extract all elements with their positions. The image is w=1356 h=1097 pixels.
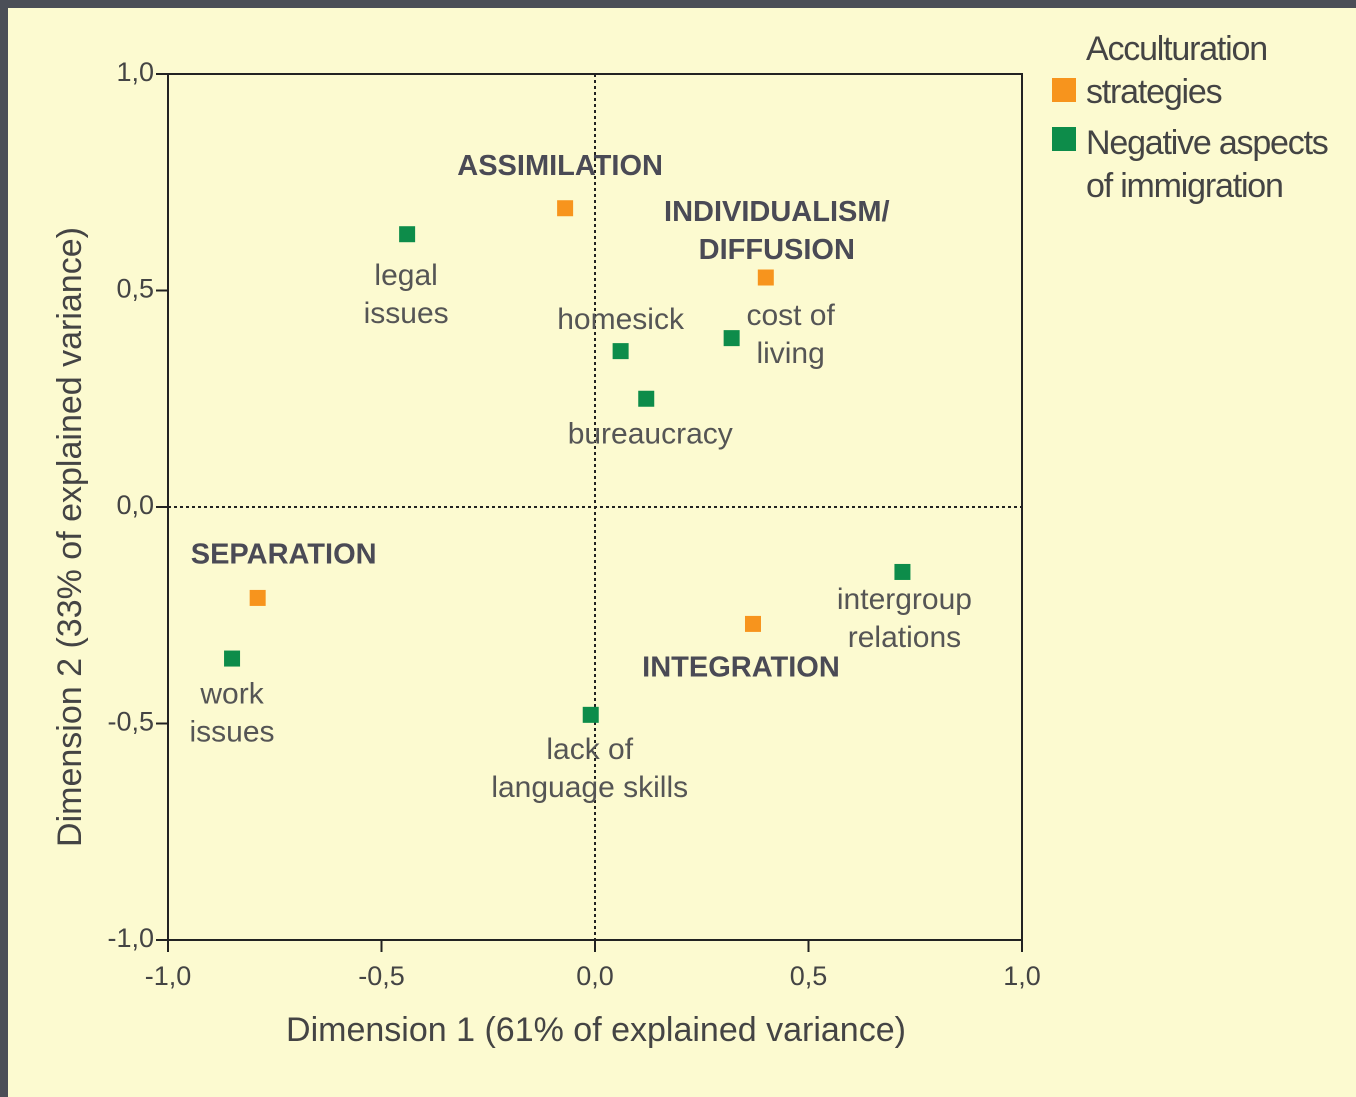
point-label: INDIVIDUALISM/ — [664, 196, 890, 228]
point-label: SEPARATION — [191, 539, 377, 571]
y-tick-label: 0,5 — [116, 274, 154, 304]
y-tick-label: -0,5 — [107, 707, 154, 737]
y-tick-label: -1,0 — [107, 923, 154, 953]
point — [723, 330, 740, 347]
legend-swatch — [1052, 127, 1076, 151]
point-label: issues — [364, 297, 449, 330]
y-axis-label: Dimension 2 (33% of explained variance) — [51, 227, 89, 847]
x-tick-label: -1,0 — [145, 961, 192, 991]
x-axis-label: Dimension 1 (61% of explained variance) — [286, 1011, 906, 1049]
chart-panel — [8, 8, 1356, 1097]
legend-label: Negative aspects of immigration — [1086, 124, 1329, 205]
x-tick-label: 1,0 — [1003, 961, 1041, 991]
point-label: cost of — [746, 299, 835, 332]
point-label: issues — [190, 715, 275, 748]
point-label: living — [756, 337, 824, 370]
point — [638, 390, 655, 407]
x-tick-label: 0,0 — [576, 961, 614, 991]
point-label: intergroup — [837, 583, 972, 616]
point-label: ASSIMILATION — [457, 150, 663, 182]
legend-label: Acculturation strategies — [1086, 30, 1268, 111]
point — [249, 589, 266, 606]
y-tick-label: 0,0 — [116, 490, 154, 520]
point-label: legal — [374, 259, 437, 292]
point — [399, 226, 416, 243]
plot-frame — [167, 73, 1023, 941]
legend-item: Acculturation strategies — [1052, 28, 1352, 114]
point — [557, 200, 574, 217]
point-label: work — [199, 677, 264, 710]
x-tick-label: 0,5 — [790, 961, 828, 991]
point — [582, 706, 599, 723]
point — [894, 563, 911, 580]
legend-item: Negative aspects of immigration — [1052, 122, 1352, 208]
point-label: language skills — [491, 771, 688, 804]
point-label: bureaucracy — [568, 418, 733, 451]
x-tick-label: -0,5 — [358, 961, 405, 991]
point-label: homesick — [557, 303, 685, 336]
point — [757, 269, 774, 286]
y-tick-label: 1,0 — [116, 57, 154, 87]
point — [612, 343, 629, 360]
legend: Acculturation strategies Negative aspects… — [1052, 28, 1352, 216]
point-label: INTEGRATION — [642, 652, 840, 684]
point-label: DIFFUSION — [699, 234, 855, 266]
legend-swatch — [1052, 78, 1076, 102]
point — [224, 650, 241, 667]
point-label: relations — [848, 621, 961, 654]
point — [744, 615, 761, 632]
point-label: lack of — [546, 733, 633, 766]
